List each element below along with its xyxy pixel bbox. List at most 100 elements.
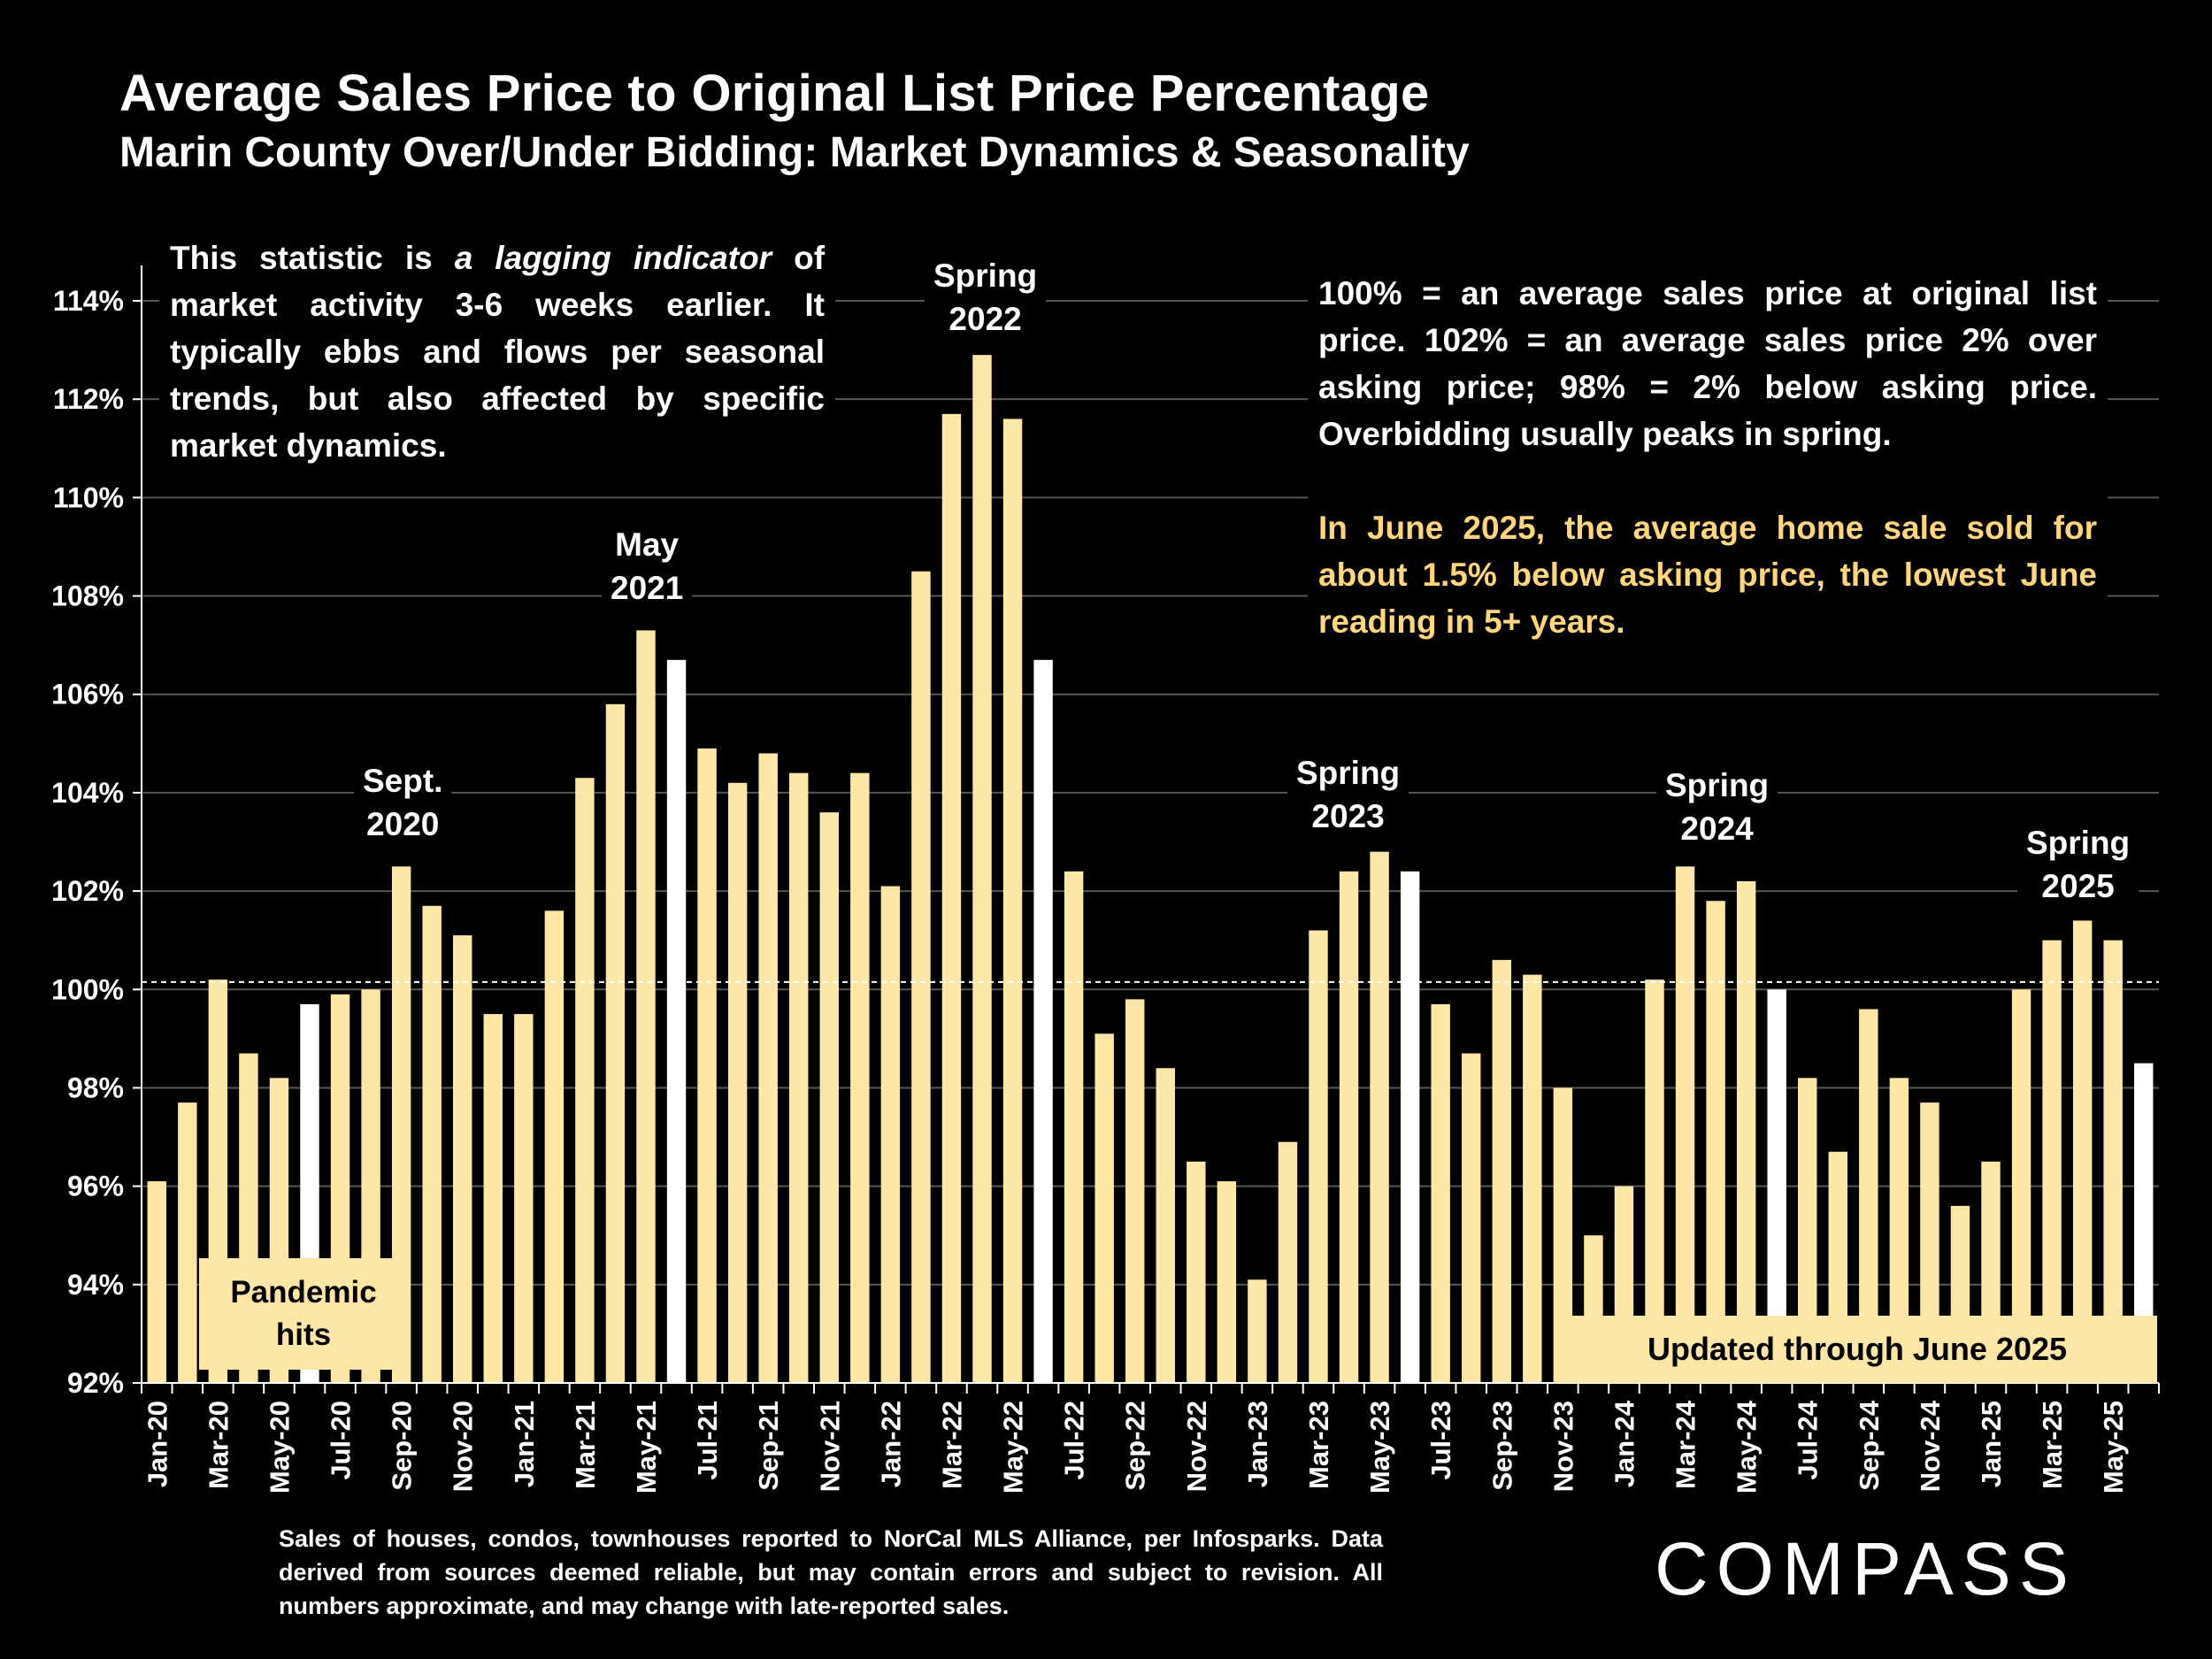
bar-nov-23 (1553, 1087, 1573, 1383)
bar-jun-24 (1767, 989, 1786, 1383)
chart-title: Average Sales Price to Original List Pri… (119, 65, 1430, 122)
chart-subtitle: Marin County Over/Under Bidding: Market … (119, 129, 1470, 176)
bar-jul-21 (697, 748, 717, 1383)
bar-jun-25 (2134, 1063, 2154, 1383)
x-tick-label: Sep-20 (387, 1401, 418, 1491)
y-tick-label: 94% (67, 1269, 124, 1301)
x-tick-label: Mar-20 (203, 1401, 234, 1489)
bar-mar-25 (2042, 940, 2062, 1383)
x-tick-label: Jul-21 (692, 1401, 723, 1480)
x-tick-label: May-20 (264, 1401, 295, 1494)
bar-sep-20 (391, 866, 411, 1383)
x-tick-label: Jul-22 (1059, 1401, 1090, 1480)
bar-jul-22 (1064, 871, 1084, 1383)
y-tick-label: 104% (51, 777, 124, 809)
x-tick-label: Sep-21 (753, 1401, 784, 1491)
lagging-indicator-emphasis: a lagging indicator (454, 240, 772, 276)
bar-mar-22 (941, 413, 962, 1383)
bar-jul-23 (1431, 1003, 1450, 1383)
y-tick-label: 114% (53, 285, 124, 317)
label-spring-2022: Spring 2022 (925, 252, 1047, 342)
x-tick-label: Jul-24 (1793, 1400, 1824, 1479)
x-tick-label: Mar-25 (2037, 1401, 2068, 1489)
bar-jul-24 (1798, 1078, 1817, 1383)
label-spring-2023: Spring 2023 (1287, 749, 1409, 840)
x-tick-label: Jan-20 (142, 1401, 173, 1487)
x-tick-label: Mar-23 (1303, 1401, 1334, 1489)
bar-dec-20 (483, 1014, 503, 1383)
x-tick-label: Jan-24 (1609, 1400, 1640, 1487)
label-may-2021: May 2021 (602, 521, 693, 611)
lagging-indicator-note: This statistic is a lagging indicator of… (159, 234, 835, 469)
bar-mar-21 (575, 778, 595, 1383)
compass-logo: COMPASS (1655, 1527, 2077, 1610)
x-tick-label: Mar-22 (936, 1401, 967, 1489)
bar-oct-21 (789, 772, 809, 1383)
bar-sep-21 (758, 753, 778, 1383)
x-tick-label: May-21 (631, 1401, 662, 1494)
y-tick-label: 98% (67, 1071, 124, 1103)
explanation-main: 100% = an average sales price at origina… (1318, 275, 2097, 452)
bar-mar-23 (1309, 930, 1328, 1383)
x-tick-label: Sep-22 (1120, 1401, 1151, 1491)
bar-may-22 (1002, 419, 1023, 1383)
source-footnote: Sales of houses, condos, townhouses repo… (279, 1525, 1383, 1619)
bar-jun-22 (1033, 659, 1053, 1383)
bar-may-23 (1370, 851, 1389, 1383)
pandemic-hits-callout: Pandemic hits (199, 1258, 408, 1370)
x-tick-label: Nov-23 (1548, 1401, 1578, 1492)
y-tick-label: 92% (67, 1367, 124, 1399)
x-tick-label: Jul-20 (326, 1401, 357, 1480)
x-tick-label: Jan-25 (1976, 1401, 2007, 1487)
bar-feb-25 (2011, 989, 2032, 1383)
y-tick-label: 106% (51, 679, 124, 710)
bar-jan-21 (514, 1014, 534, 1383)
updated-through-badge: Updated through June 2025 (1557, 1316, 2157, 1383)
bar-jan-22 (880, 886, 901, 1383)
bar-dec-21 (850, 772, 870, 1383)
bar-sep-22 (1125, 999, 1145, 1383)
x-tick-label: Jan-23 (1242, 1401, 1273, 1487)
x-tick-label: Nov-21 (814, 1401, 845, 1492)
axes: 92% 94% 96% 98% 100% 102% 104% 106% 108% 110% 112%… (51, 265, 2160, 1494)
y-tick-label: 112% (53, 383, 124, 415)
x-tick-label: May-25 (2098, 1401, 2129, 1494)
bar-aug-23 (1462, 1053, 1481, 1383)
bar-nov-24 (1920, 1102, 1939, 1383)
x-tick-label: Nov-24 (1915, 1400, 1946, 1492)
x-tick-label: Nov-20 (448, 1401, 479, 1492)
bar-nov-21 (819, 812, 839, 1383)
label-spring-2024: Spring 2024 (1656, 762, 1778, 852)
bar-aug-22 (1094, 1033, 1114, 1383)
bar-apr-24 (1706, 901, 1725, 1383)
x-tick-label: Nov-22 (1181, 1401, 1212, 1492)
x-tick-label: May-24 (1732, 1400, 1763, 1494)
y-tick-label: 108% (51, 580, 124, 612)
x-tick-label: Jan-22 (875, 1401, 906, 1487)
gridlines (142, 300, 2159, 1384)
bar-feb-22 (911, 571, 931, 1383)
explanation-note: 100% = an average sales price at origina… (1308, 270, 2108, 645)
x-tick-label: May-22 (998, 1401, 1029, 1494)
x-tick-label: Jan-21 (509, 1401, 540, 1487)
bar-apr-21 (605, 703, 626, 1383)
y-tick-label: 102% (51, 875, 124, 907)
bar-aug-21 (727, 782, 748, 1383)
bar-oct-24 (1889, 1078, 1909, 1383)
label-spring-2025: Spring 2025 (2017, 819, 2139, 910)
y-tick-label: 110% (53, 481, 124, 513)
bar-may-21 (636, 630, 656, 1383)
y-tick-label: 100% (51, 973, 124, 1005)
june-2025-highlight: In June 2025, the average home sale sold… (1318, 510, 2097, 640)
bar-feb-23 (1278, 1141, 1298, 1383)
x-tick-label: Sep-23 (1486, 1401, 1517, 1491)
bar-oct-20 (422, 905, 442, 1383)
bar-nov-22 (1187, 1161, 1206, 1383)
x-tick-label: May-23 (1364, 1401, 1395, 1494)
bar-mar-24 (1675, 866, 1695, 1383)
x-tick-label: Sep-24 (1854, 1400, 1885, 1490)
bar-oct-22 (1156, 1068, 1175, 1383)
bar-sep-23 (1492, 959, 1511, 1383)
bar-oct-23 (1523, 974, 1542, 1383)
bar-feb-20 (178, 1102, 197, 1383)
